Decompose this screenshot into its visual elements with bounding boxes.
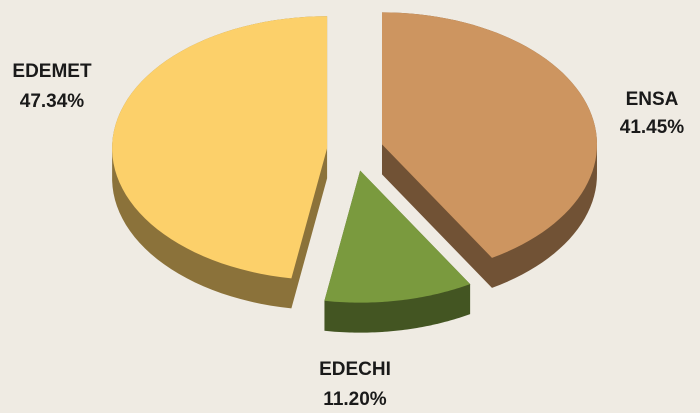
slice-label-name: ENSA (626, 89, 679, 110)
slice-label-value: 47.34% (20, 91, 85, 112)
slice (112, 16, 328, 279)
slice-label-value: 41.45% (620, 117, 685, 138)
slice (381, 12, 597, 258)
slice (324, 170, 471, 303)
slice-label-name: EDECHI (319, 359, 391, 380)
slice-label-name: EDEMET (12, 61, 92, 82)
slice-label-value: 11.20% (323, 389, 386, 410)
